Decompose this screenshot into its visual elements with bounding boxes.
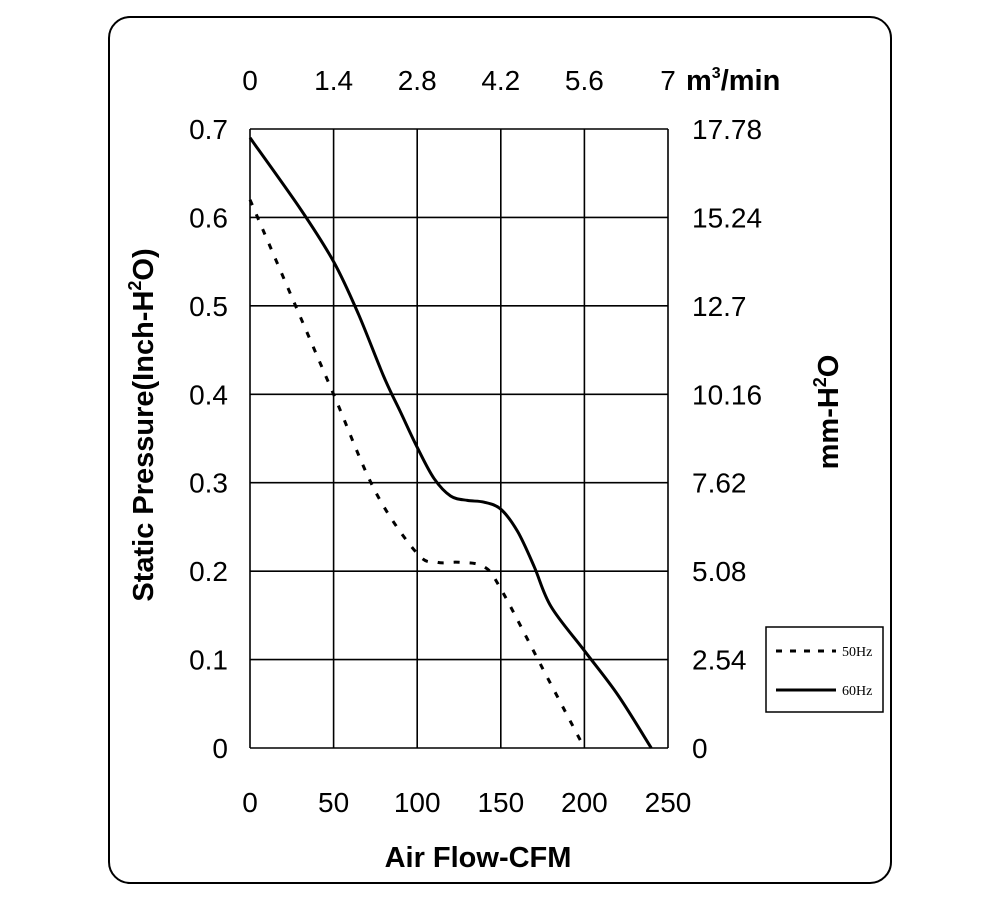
y2-tick-label: 17.78 — [692, 114, 762, 145]
y-tick-label: 0.3 — [189, 468, 228, 499]
y-tick-label: 0 — [212, 733, 228, 764]
legend-50hz-label: 50Hz — [842, 645, 872, 660]
x-axis-title: Air Flow-CFM — [385, 842, 572, 874]
top-unit-main: m — [686, 65, 712, 97]
legend-60hz-label: 60Hz — [842, 684, 872, 699]
y2-axis-title-sup: 2 — [810, 377, 830, 387]
y2-axis-title-main: mm-H — [813, 387, 845, 469]
top-tick-label: 5.6 — [565, 65, 604, 96]
top-axis-unit: m3/min — [686, 65, 780, 97]
top-unit-end: /min — [721, 65, 781, 97]
y2-tick-label: 2.54 — [692, 645, 747, 676]
grid-lines — [249, 128, 669, 749]
top-tick-label: 0 — [242, 65, 258, 96]
y2-axis-title-end: O — [813, 355, 845, 378]
y-tick-label: 0.1 — [189, 645, 228, 676]
tick-labels: 0 50 100 150 200 25000.10.20.30.40.50.60.702.… — [189, 65, 762, 818]
y2-tick-label: 5.08 — [692, 556, 747, 587]
y-tick-label: 0.6 — [189, 202, 228, 233]
y-axis-title-main: Static Pressure(Inch-H — [128, 291, 160, 602]
y2-axis-title: mm-H2O — [810, 355, 845, 470]
top-tick-label: 4.2 — [481, 65, 520, 96]
x-tick-label: 200 — [561, 787, 608, 818]
y-tick-label: 0.4 — [189, 379, 228, 410]
y-tick-label: 0.2 — [189, 556, 228, 587]
top-tick-label: 7 — [660, 65, 676, 96]
y2-tick-label: 12.7 — [692, 291, 747, 322]
legend-box — [765, 626, 884, 713]
y2-tick-label: 10.16 — [692, 379, 762, 410]
y2-tick-label: 7.62 — [692, 468, 747, 499]
series-lines — [248, 136, 653, 749]
y-axis-title: Static Pressure(Inch-H2O) — [125, 248, 160, 601]
y2-tick-label: 15.24 — [692, 202, 762, 233]
top-tick-label: 2.8 — [398, 65, 437, 96]
top-unit-sup: 3 — [712, 65, 721, 82]
x-tick-label: 250 — [645, 787, 692, 818]
top-tick-label: 1.4 — [314, 65, 353, 96]
series-line-60hz — [248, 136, 653, 749]
x-tick-label: 50 — [318, 787, 349, 818]
y-tick-label: 0.5 — [189, 291, 228, 322]
legend: 50Hz 60Hz — [765, 626, 884, 713]
chart-frame — [108, 16, 892, 884]
x-tick-label: 100 — [394, 787, 441, 818]
y2-tick-label: 0 — [692, 733, 708, 764]
y-axis-title-end: O) — [128, 248, 160, 280]
x-tick-label: 0 — [242, 787, 258, 818]
y-tick-label: 0.7 — [189, 114, 228, 145]
y-axis-title-sup: 2 — [125, 281, 145, 291]
x-tick-label: 150 — [477, 787, 524, 818]
